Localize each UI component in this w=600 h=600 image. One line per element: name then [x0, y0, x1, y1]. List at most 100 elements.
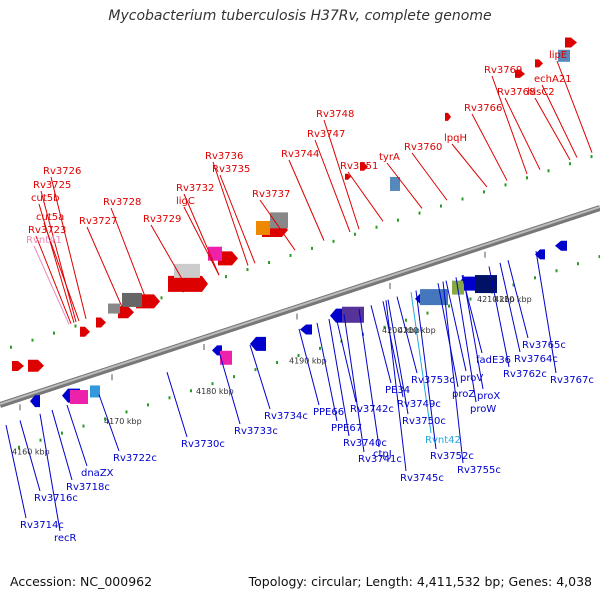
gene-label-leader: [437, 283, 459, 388]
lane-marker-dot: [512, 283, 515, 287]
lane-marker-dot: [311, 246, 313, 250]
gene-label-bottom: Rv3740c: [343, 438, 387, 449]
gene-label-leader: [19, 420, 41, 492]
lane-marker-dot: [383, 325, 386, 329]
gene-label-leader: [323, 119, 360, 230]
gene-label-leader: [38, 203, 75, 323]
kbp-tick-label: 4180 kbp: [196, 387, 234, 396]
gene-label-bottom: proW: [470, 404, 496, 415]
gene-label-leader: [219, 354, 241, 425]
lane-marker-dot: [569, 162, 571, 166]
gene-label-bottom: Rvnt42: [425, 435, 461, 446]
lane-marker-dot: [547, 169, 550, 173]
gene-label-leader: [51, 409, 73, 481]
gene-label-bottom: Rv3716c: [34, 493, 78, 504]
gene-label-top: Rv3769: [484, 65, 522, 76]
reverse-gene-arrow: [250, 336, 266, 351]
gene-label-top: Rvnt41: [26, 235, 62, 246]
forward-gene-arrow: [12, 361, 24, 372]
gene-label-top: Rv3726: [43, 166, 81, 177]
gene-label-bottom: Rv3718c: [66, 482, 110, 493]
forward-gene-arrow: [168, 275, 208, 292]
gene-label-leader: [5, 424, 27, 519]
gene-label-top: cut5b: [31, 193, 59, 204]
reverse-gene-arrow: [30, 395, 40, 408]
gene-label-leader: [442, 281, 464, 464]
forward-gene-arrow: [565, 37, 577, 48]
gene-label-leader: [35, 235, 72, 324]
gene-label-leader: [316, 322, 338, 422]
gene-label-bottom: Rv3762c: [503, 369, 547, 380]
gene-label-leader: [556, 60, 593, 153]
lane-marker-dot: [246, 268, 249, 272]
kbp-tick-label: 4160 kbp: [12, 447, 50, 456]
forward-gene-arrow: [345, 173, 351, 180]
kbp-tick-label: 4200 kbp: [382, 326, 420, 335]
gene-label-top: Rv3725: [33, 180, 71, 191]
gene-label-leader: [358, 309, 380, 448]
gene-label-leader: [298, 328, 320, 406]
gene-label-top: Rv3748: [316, 109, 354, 120]
forward-gene-arrow: [80, 326, 90, 337]
gene-box: [122, 292, 142, 307]
forward-gene-arrow: [445, 112, 451, 121]
gene-box: [108, 303, 120, 314]
lane-marker-dot: [168, 396, 171, 400]
forward-gene-arrow: [28, 359, 44, 372]
gene-label-leader: [451, 143, 488, 188]
lane-marker-dot: [483, 190, 485, 194]
gene-label-leader: [343, 313, 365, 453]
lane-marker-dot: [418, 211, 421, 215]
gene-label-leader: [491, 75, 528, 175]
gene-label-top: ligC: [176, 196, 195, 207]
gene-label-top: Rv3747: [307, 129, 345, 140]
forward-gene-arrow: [96, 317, 106, 328]
kbp-tick-label: 4200 kbp: [398, 326, 436, 335]
gene-label-leader: [507, 260, 529, 339]
lane-marker-dot: [461, 197, 464, 201]
lane-marker-dot: [211, 382, 214, 386]
gene-label-top: Rv3729: [143, 214, 181, 225]
lane-marker-dot: [10, 345, 12, 349]
gene-label-leader: [314, 139, 351, 233]
gene-label-leader: [43, 222, 80, 322]
reverse-gene-arrow: [300, 324, 312, 335]
gene-label-bottom: proZ: [452, 389, 475, 400]
gene-label-leader: [219, 174, 256, 264]
gene-box: [90, 385, 100, 398]
lane-marker-dot: [504, 183, 507, 187]
gene-label-bottom: PPE66: [313, 407, 344, 418]
gene-label-leader: [415, 290, 437, 450]
lane-marker-dot: [590, 155, 593, 159]
gene-label-leader: [98, 394, 120, 452]
gene-label-leader: [86, 226, 123, 308]
gene-label-top: Rv3723: [28, 225, 66, 236]
gene-label-leader: [396, 296, 418, 374]
gene-box: [390, 176, 400, 191]
lane-marker-dot: [577, 262, 579, 266]
lane-marker-dot: [426, 311, 429, 315]
gene-label-top: Rv3736: [205, 151, 243, 162]
genome-backbone-highlight: [0, 206, 600, 405]
lane-marker-dot: [18, 445, 20, 449]
gene-label-leader: [288, 159, 325, 241]
gene-label-bottom: fadE36: [476, 355, 511, 366]
gene-label-leader: [249, 344, 271, 410]
gene-label-bottom: Rv3752c: [430, 451, 474, 462]
lane-marker-dot: [53, 331, 55, 335]
lane-marker-dot: [448, 304, 450, 308]
lane-marker-dot: [160, 296, 163, 300]
gene-label-top: lpqH: [444, 133, 467, 144]
kbp-tick-label: 4210 kbp: [477, 295, 515, 304]
lane-marker-dot: [319, 346, 321, 350]
gene-label-top: Rv3735: [212, 164, 250, 175]
lane-marker-dot: [354, 232, 356, 236]
lane-marker-dot: [147, 403, 149, 407]
gene-label-leader: [370, 305, 392, 384]
gene-label-bottom: dnaZX: [81, 468, 114, 479]
reverse-gene-arrow: [212, 345, 222, 356]
gene-label-top: Rv3737: [252, 189, 290, 200]
gene-label-bottom: Rv3734c: [264, 411, 308, 422]
lane-marker-dot: [469, 297, 472, 301]
